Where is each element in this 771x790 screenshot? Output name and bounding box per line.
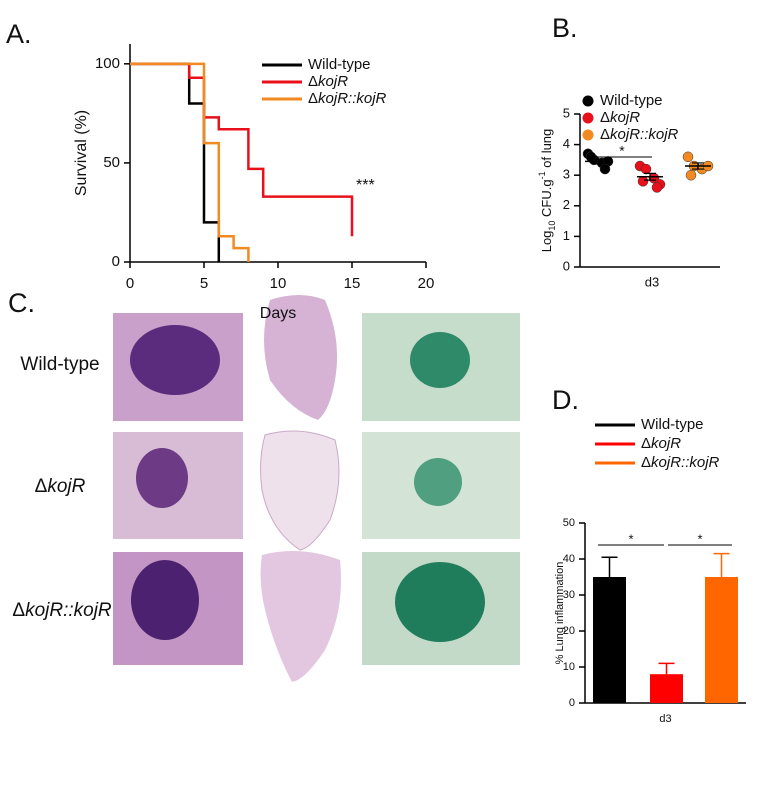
y-tick-label: 0 xyxy=(563,258,570,273)
legend-swatch xyxy=(582,129,594,141)
x-tick-label: 15 xyxy=(344,275,361,292)
histology-image xyxy=(131,560,199,640)
error-bar xyxy=(644,172,656,181)
data-point xyxy=(682,151,694,163)
bar xyxy=(650,674,683,703)
row-label: ΔkojR xyxy=(35,476,86,497)
legend-swatch xyxy=(582,112,594,124)
x-tick-label: 0 xyxy=(126,275,134,292)
row-label: ΔkojR::kojR xyxy=(12,600,112,621)
x-tick-label: 5 xyxy=(200,275,208,292)
y-tick-label: 5 xyxy=(563,105,570,120)
y-tick-label: 50 xyxy=(103,154,120,171)
y-tick-label: 2 xyxy=(563,197,570,212)
panel-label: B. xyxy=(552,13,578,43)
legend-label: ΔkojR::kojR xyxy=(641,454,720,471)
data-point xyxy=(685,169,697,181)
lung-section xyxy=(260,551,341,682)
bar xyxy=(593,577,626,703)
error-bar xyxy=(692,162,704,170)
legend-label: Wild-type xyxy=(641,416,704,433)
histology-image xyxy=(395,562,485,642)
y-tick-label: 4 xyxy=(563,136,570,151)
panel-label: D. xyxy=(552,385,579,415)
y-axis-label-part: 10 xyxy=(547,221,557,231)
annotation: * xyxy=(697,531,702,546)
y-tick-label: 100 xyxy=(95,55,120,72)
y-axis-label: % Lung inflammation xyxy=(554,562,566,665)
histology-image xyxy=(414,458,462,506)
y-axis-label-part: CFU.g xyxy=(539,179,554,220)
y-tick-label: 1 xyxy=(563,228,570,243)
survival-line xyxy=(130,62,354,237)
legend-label: ΔkojR xyxy=(600,109,640,126)
y-tick-label: 50 xyxy=(563,517,575,529)
legend-label: Wild-type xyxy=(308,56,371,73)
y-tick-label: 0 xyxy=(569,697,575,709)
y-tick-label: 10 xyxy=(563,661,575,673)
y-tick-label: 0 xyxy=(112,253,120,270)
panel-label: A. xyxy=(6,19,32,49)
x-tick-label: d3 xyxy=(645,274,659,289)
error-bar xyxy=(658,662,675,675)
legend-label: ΔkojR xyxy=(308,73,348,90)
legend-label: ΔkojR xyxy=(641,435,681,452)
histology-image xyxy=(410,332,470,388)
lung-section xyxy=(260,430,340,551)
error-bar xyxy=(601,556,618,577)
legend-label: ΔkojR::kojR xyxy=(600,126,679,143)
legend-label: ΔkojR::kojR xyxy=(308,90,387,107)
y-tick-label: 40 xyxy=(563,553,575,565)
y-axis-label: Log10 CFU.g-1 of lung xyxy=(537,129,557,253)
y-tick-label: 20 xyxy=(563,625,575,637)
x-tick-label: d3 xyxy=(659,713,671,725)
x-tick-label: 20 xyxy=(418,275,435,292)
error-bar xyxy=(713,552,730,577)
legend-swatch xyxy=(582,95,594,107)
survival-line xyxy=(130,62,221,262)
histology-images xyxy=(113,295,520,682)
lung-section xyxy=(264,295,338,420)
data-point xyxy=(637,176,649,187)
y-tick-label: 30 xyxy=(563,589,575,601)
row-label: Wild-type xyxy=(20,354,99,375)
annotation: * xyxy=(619,143,625,159)
error-bar xyxy=(592,158,604,165)
y-axis-label-part: of lung xyxy=(539,129,554,172)
x-tick-label: 10 xyxy=(270,275,287,292)
survival-line xyxy=(130,62,250,262)
histology-image xyxy=(136,448,188,508)
y-tick-label: 3 xyxy=(563,167,570,182)
panel-label: C. xyxy=(8,288,35,318)
x-axis-label: Days xyxy=(260,305,296,322)
annotation: * xyxy=(628,531,633,546)
bar xyxy=(705,577,738,703)
data-point xyxy=(640,163,652,175)
y-axis-label-part: -1 xyxy=(537,171,547,179)
legend-label: Wild-type xyxy=(600,92,663,109)
data-point xyxy=(599,163,611,175)
data-point xyxy=(651,182,663,193)
y-axis-label-part: Log xyxy=(539,231,554,253)
annotation: *** xyxy=(356,177,375,194)
histology-image xyxy=(130,325,220,395)
y-axis-label: Survival (%) xyxy=(73,110,90,196)
